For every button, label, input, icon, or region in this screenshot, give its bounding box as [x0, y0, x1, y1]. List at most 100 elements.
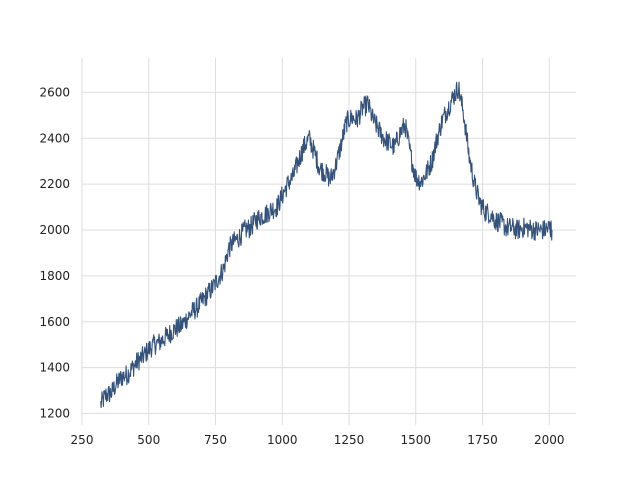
- data-point: [142, 355, 145, 358]
- x-tick-label: 2000: [534, 433, 565, 447]
- data-point: [500, 222, 503, 225]
- data-point: [398, 132, 401, 135]
- data-point: [179, 325, 182, 328]
- data-point: [105, 394, 108, 397]
- data-point: [550, 229, 553, 232]
- data-point: [206, 293, 209, 296]
- data-point: [297, 160, 300, 163]
- data-point: [185, 318, 188, 321]
- data-point: [158, 341, 161, 344]
- data-point: [345, 121, 348, 124]
- data-point: [366, 102, 369, 105]
- data-point: [462, 114, 465, 117]
- data-point: [137, 359, 140, 362]
- x-tick-label: 750: [204, 433, 227, 447]
- data-point: [420, 180, 423, 183]
- data-point: [211, 286, 214, 289]
- data-point: [217, 277, 220, 280]
- data-point: [249, 226, 252, 229]
- data-point: [275, 206, 278, 209]
- data-point: [425, 171, 428, 174]
- data-point: [126, 373, 129, 376]
- data-point: [233, 240, 236, 243]
- data-point: [313, 151, 316, 154]
- data-point: [537, 229, 540, 232]
- data-point: [484, 210, 487, 213]
- y-tick-label: 1800: [39, 269, 70, 283]
- data-point: [532, 229, 535, 232]
- data-point: [163, 336, 166, 339]
- data-point: [505, 226, 508, 229]
- x-tick-label: 1000: [267, 433, 298, 447]
- y-tick-label: 2400: [39, 131, 70, 145]
- data-point: [350, 116, 353, 119]
- x-tick-label: 250: [71, 433, 94, 447]
- data-point: [494, 219, 497, 222]
- data-point: [259, 215, 262, 218]
- data-point: [414, 176, 417, 179]
- data-point: [121, 375, 124, 378]
- data-point: [334, 164, 337, 167]
- data-point: [238, 235, 241, 238]
- data-point: [153, 343, 156, 346]
- data-point: [340, 144, 343, 147]
- data-point: [457, 86, 460, 89]
- x-tick-label: 1500: [401, 433, 432, 447]
- x-axis-ticks: 250 500 750 1000 1250 1500 1750 2000: [71, 433, 565, 447]
- data-point: [222, 268, 225, 271]
- grid: [81, 58, 576, 425]
- data-point: [323, 171, 326, 174]
- data-point: [302, 146, 305, 149]
- data-point: [329, 178, 332, 181]
- data-point: [516, 229, 519, 232]
- data-point: [521, 226, 524, 229]
- y-tick-label: 1600: [39, 315, 70, 329]
- data-point: [131, 366, 134, 369]
- data-point: [473, 183, 476, 186]
- data-point: [291, 176, 294, 179]
- data-point: [281, 194, 284, 197]
- y-tick-label: 2600: [39, 85, 70, 99]
- data-point: [377, 128, 380, 131]
- series-group: [99, 81, 553, 409]
- data-point: [489, 212, 492, 215]
- data-point: [201, 300, 204, 303]
- data-point: [393, 146, 396, 149]
- data-point: [195, 307, 198, 310]
- x-tick-label: 1750: [467, 433, 498, 447]
- data-point: [382, 137, 385, 140]
- data-point: [548, 226, 551, 229]
- data-point: [318, 167, 321, 170]
- x-tick-label: 500: [137, 433, 160, 447]
- y-tick-label: 2000: [39, 223, 70, 237]
- data-point: [436, 137, 439, 140]
- data-point: [478, 201, 481, 204]
- data-point: [110, 391, 113, 394]
- data-point: [307, 137, 310, 140]
- data-point: [147, 348, 150, 351]
- data-point: [404, 123, 407, 126]
- data-point: [361, 107, 364, 110]
- data-point: [430, 160, 433, 163]
- data-point: [446, 107, 449, 110]
- data-point: [270, 208, 273, 211]
- data-point: [542, 229, 545, 232]
- data-point: [115, 382, 118, 385]
- data-point: [372, 118, 375, 121]
- data-point: [286, 183, 289, 186]
- x-tick-label: 1250: [334, 433, 365, 447]
- data-point: [356, 118, 359, 121]
- data-point: [468, 155, 471, 158]
- data-point: [99, 403, 102, 406]
- y-tick-label: 1400: [39, 361, 70, 375]
- data-point: [227, 247, 230, 250]
- series-line: [100, 81, 553, 409]
- data-point: [526, 226, 529, 229]
- data-point: [441, 118, 444, 121]
- data-point: [254, 219, 257, 222]
- data-point: [452, 95, 455, 98]
- data-point: [190, 311, 193, 314]
- data-point: [243, 229, 246, 232]
- data-point: [388, 141, 391, 144]
